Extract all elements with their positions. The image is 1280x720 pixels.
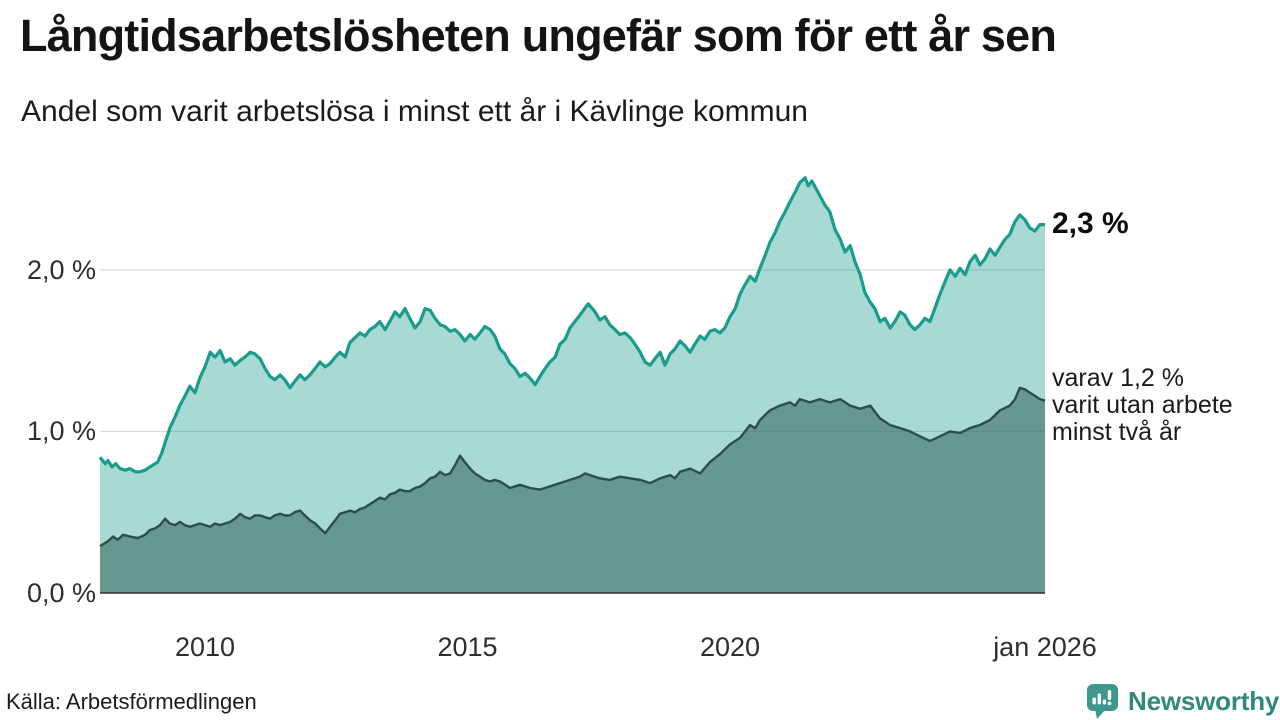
x-tick-label: jan 2026	[993, 632, 1097, 662]
newsworthy-wordmark: Newsworthy	[1128, 685, 1280, 716]
x-tick-label: 2020	[699, 632, 761, 662]
y-axis-labels: 0,0 % 1,0 % 2,0 %	[0, 0, 100, 720]
y-tick-label: 0,0 %	[26, 578, 96, 608]
source-note: Källa: Arbetsförmedlingen	[6, 689, 257, 714]
series-line-two-year	[99, 386, 1046, 548]
x-tick-label: 2015	[437, 632, 498, 662]
y-tick-label: 1,0 %	[26, 416, 96, 447]
newsworthy-chart-bubble-icon	[1087, 683, 1118, 719]
end-value-label-two-year: varav 1,2 % varit utan arbete minst två …	[1052, 364, 1233, 446]
chart-title: Långtidsarbetslösheten ungefär som för e…	[20, 10, 1057, 61]
x-axis-labels: 2010 2015 2020 jan 2026	[0, 632, 1280, 666]
y-tick-label: 2,0 %	[26, 254, 96, 285]
area-fill-two-year	[100, 387, 1045, 593]
end-value-label-total: 2,3 %	[1052, 207, 1129, 240]
series-line-total	[98, 176, 1045, 474]
x-tick-label: 2010	[174, 632, 236, 662]
chart-subtitle: Andel som varit arbetslösa i minst ett å…	[21, 95, 808, 128]
newsworthy-logo: Newsworthy	[1086, 682, 1279, 720]
